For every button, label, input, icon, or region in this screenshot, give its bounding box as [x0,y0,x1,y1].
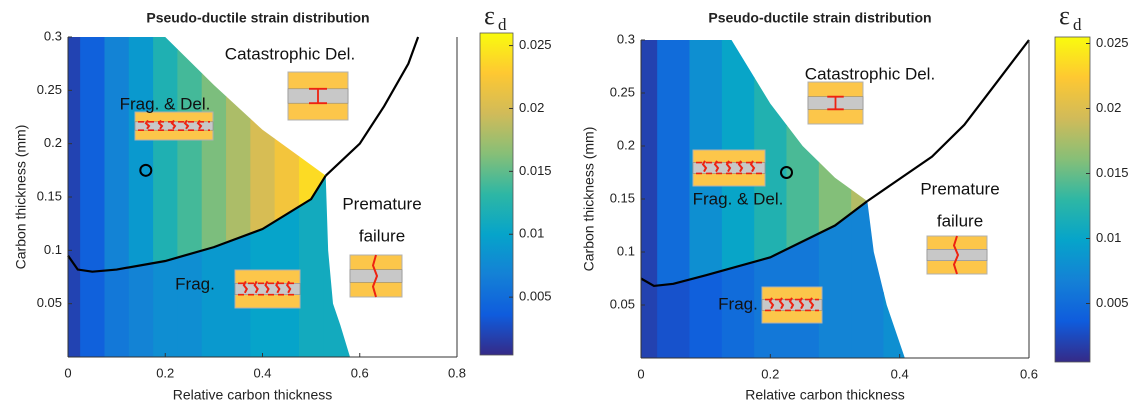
annotation: Catastrophic Del. [805,64,935,83]
laminate-icon [761,286,823,324]
annotation: Frag. [175,274,215,293]
strain-strip [80,37,106,272]
y-tick-label: 0.25 [37,82,62,97]
colorbar-symbol: ε [484,1,495,30]
icon-crack [827,95,844,111]
icon-crack [264,280,270,294]
chart-title: Pseudo-ductile strain distribution [708,10,931,26]
annotation: Premature [342,194,421,213]
colorbar [479,32,514,356]
laminate-icon [234,269,301,309]
colorbar [1054,36,1091,363]
boundary-curve [324,36,420,177]
icon-crack [952,235,960,275]
panel: 0 0.2 0.4 0.6 0.05 0.1 0.15 0.2 0.25 0.3 Pseudo-du… [581,1,1129,403]
strain-strip [104,37,130,272]
icon-crack [242,280,249,294]
x-axis-label: Relative carbon thickness [745,387,905,403]
x-tick-label: 0.4 [891,366,909,381]
x-tick-label: 0.2 [761,366,779,381]
colorbar-tick-label: 0.015 [519,163,552,178]
chart-title: Pseudo-ductile strain distribution [146,10,369,26]
marker [139,163,153,177]
laminate-icon [692,149,766,187]
icon-crack [275,280,281,294]
annotation: Frag. & Del. [120,94,211,113]
x-tick-label: 0.2 [156,365,174,380]
colorbar-tick-label: 0.02 [1096,100,1121,115]
strain-strip [883,201,905,358]
annotation: Frag. [718,294,758,313]
colorbar-subscript: d [498,15,507,34]
y-tick-label: 0.15 [37,188,62,203]
y-tick-label: 0.05 [37,295,62,310]
laminate-icon [287,71,349,121]
boundary-curve [640,200,868,288]
strain-strip [128,37,154,272]
y-tick-label: 0.1 [617,243,635,258]
annotation: Catastrophic Del. [225,44,355,63]
annotation: Premature [920,179,999,198]
x-tick-label: 0.6 [1020,366,1038,381]
boundary-curve [67,175,327,273]
y-tick-label: 0.15 [610,190,635,205]
y-tick-label: 0.25 [610,84,635,99]
x-tick-label: 0.8 [448,365,466,380]
strain-strip [657,40,691,286]
laminate-icon [349,254,403,298]
colorbar-tick-label: 0.01 [1096,230,1121,245]
strain-strip [68,37,81,272]
icon-crack [701,160,708,173]
icon-crack [371,254,379,298]
colorbar-tick-label: 0.025 [519,37,552,52]
colorbar-tick-label: 0.025 [1096,35,1129,50]
x-tick-label: 0.4 [253,365,271,380]
x-tick-label: 0 [64,365,71,380]
colorbar-tick-label: 0.01 [519,226,544,241]
strain-strip [177,37,203,272]
y-tick-label: 0.3 [617,31,635,46]
icon-crack [253,280,259,294]
laminate-icon [926,235,988,275]
y-axis-label: Carbon thickness (mm) [581,127,597,272]
y-tick-label: 0.2 [617,137,635,152]
strain-strip [153,37,179,272]
y-tick-label: 0.2 [44,135,62,150]
laminate-icon [134,111,214,141]
icon-crack [144,119,151,130]
y-axis-label: Carbon thickness (mm) [13,125,29,270]
strain-strip [641,40,658,286]
boundary-curve [866,39,1030,203]
x-axis-label: Relative carbon thickness [173,387,333,403]
strain-strip [298,175,324,357]
annotation: failure [937,211,983,230]
y-tick-label: 0.1 [44,242,62,257]
strain-strip [884,40,1030,358]
laminate-icon [807,81,864,125]
colorbar-subscript: d [1073,15,1082,34]
colorbar-tick-label: 0.005 [1096,295,1129,310]
colorbar-symbol: ε [1059,1,1070,30]
y-tick-label: 0.05 [610,296,635,311]
colorbar-tick-label: 0.015 [1096,165,1129,180]
x-tick-label: 0.6 [351,365,369,380]
panel: 0 0.2 0.4 0.6 0.8 0.05 0.1 0.15 0.2 0.25 0.3 Pseudo… [13,1,552,403]
icon-crack [183,119,190,130]
annotation: Frag. & Del. [693,189,784,208]
colorbar-tick-label: 0.02 [519,100,544,115]
marker [780,166,793,179]
x-tick-label: 0 [637,366,644,381]
y-tick-label: 0.3 [44,28,62,43]
icon-crack [309,87,327,105]
strain-field [641,201,905,358]
annotation: failure [359,226,405,245]
colorbar-tick-label: 0.005 [519,289,552,304]
